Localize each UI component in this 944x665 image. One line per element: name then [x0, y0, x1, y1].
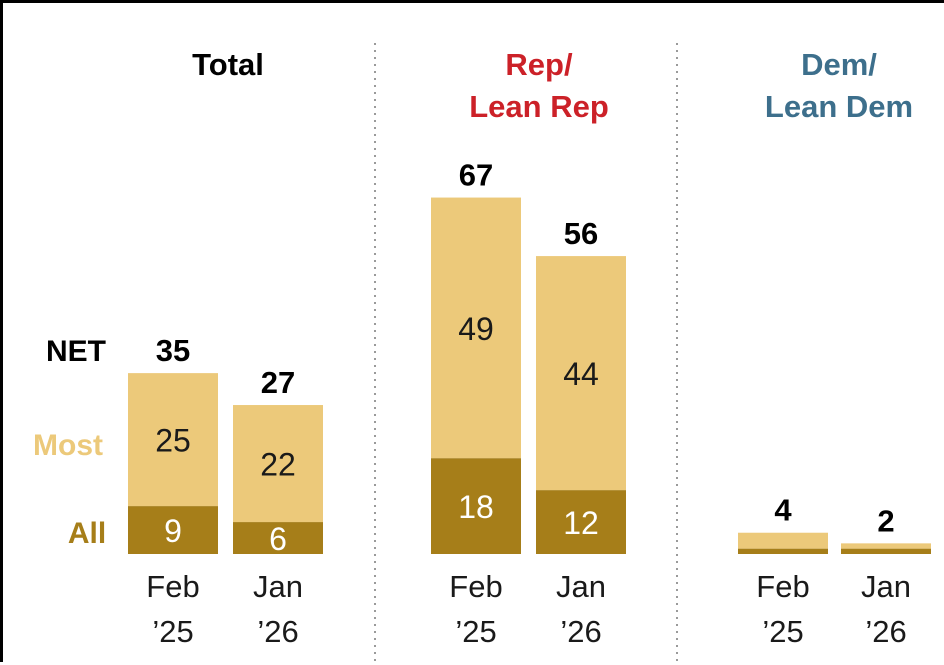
bar-all-p2-b1: [431, 458, 521, 554]
stacked-bar-chart: NET Most All Total 25 9 35 Feb ’25 22 6 27 Jan ’26 Rep…: [33, 43, 931, 665]
label-net-p1-b2: 27: [261, 365, 295, 400]
label-most-p1-b1: 25: [155, 423, 191, 459]
bar-most-p3-b1: [738, 532, 828, 549]
label-most-p2-b2: 44: [563, 356, 599, 392]
x-label-p1-b1-line-2: ’25: [152, 614, 193, 649]
x-label-p3-b1-line-2: ’25: [762, 614, 803, 649]
panel-title-3-line-2: Lean Dem: [765, 89, 913, 124]
x-label-p2-b2-line-2: ’26: [560, 614, 601, 649]
bar-most-p2-b2: [536, 256, 626, 491]
x-label-p3-b2-line-2: ’26: [865, 614, 906, 649]
panel-title-1-line-1: Total: [192, 47, 264, 82]
bar-most-p1-b2: [233, 405, 323, 523]
x-label-p2-b1-line-2: ’25: [455, 614, 496, 649]
bar-all-p2-b2: [536, 490, 626, 554]
x-label-p1-b2-line-1: Jan: [253, 569, 303, 604]
bar-all-p1-b2: [233, 522, 323, 554]
label-most-p2-b1: 49: [458, 311, 494, 347]
bar-most-p3-b2: [841, 543, 931, 549]
label-all-p2-b2: 12: [563, 505, 599, 541]
panel-title-2-line-1: Rep/: [505, 47, 573, 82]
label-net-p3-b2: 2: [877, 503, 894, 538]
x-label-p3-b2-line-1: Jan: [861, 569, 911, 604]
x-label-p1-b1-line-1: Feb: [146, 569, 199, 604]
label-net-p2-b2: 56: [564, 216, 598, 251]
panel-title-2-line-2: Lean Rep: [469, 89, 609, 124]
label-net-p2-b1: 67: [459, 158, 493, 193]
label-all-p2-b1: 18: [458, 489, 494, 525]
bar-all-p1-b1: [128, 506, 218, 554]
label-most-p1-b2: 22: [260, 447, 296, 483]
bar-all-p3-b2: [841, 548, 931, 554]
label-all-p1-b1: 9: [164, 513, 182, 549]
label-net-p1-b1: 35: [156, 333, 190, 368]
x-label-p1-b2-line-2: ’26: [257, 614, 298, 649]
x-label-p2-b1-line-1: Feb: [449, 569, 502, 604]
legend-net: NET: [46, 335, 106, 368]
label-net-p3-b1: 4: [774, 493, 792, 528]
bar-most-p2-b1: [431, 197, 521, 459]
x-label-p3-b1-line-1: Feb: [756, 569, 809, 604]
legend-most: Most: [33, 429, 103, 462]
label-all-p1-b2: 6: [269, 521, 287, 557]
x-label-p2-b2-line-1: Jan: [556, 569, 606, 604]
bar-all-p3-b1: [738, 548, 828, 554]
legend-all: All: [68, 517, 106, 550]
bar-most-p1-b1: [128, 373, 218, 507]
panel-title-3-line-1: Dem/: [801, 47, 877, 82]
